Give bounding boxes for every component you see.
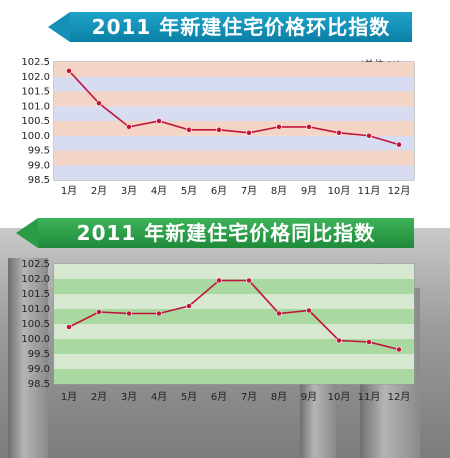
y-tick-label-top: 102.0 bbox=[21, 72, 50, 83]
x-tick-label-top: 10月 bbox=[328, 185, 351, 197]
data-point-top bbox=[66, 67, 72, 74]
y-tick-label-bottom: 102.5 bbox=[21, 259, 50, 270]
data-point-bottom bbox=[396, 346, 402, 353]
plot-band-top bbox=[54, 91, 414, 107]
plot-band-top bbox=[54, 150, 414, 166]
data-point-top bbox=[156, 118, 162, 124]
data-point-top bbox=[336, 129, 342, 136]
x-tick-label-top: 3月 bbox=[121, 185, 137, 197]
x-tick-label-bottom: 12月 bbox=[388, 391, 411, 403]
data-point-top bbox=[276, 124, 282, 130]
x-tick-label-bottom: 7月 bbox=[241, 391, 257, 403]
y-tick-label-top: 101.0 bbox=[21, 101, 50, 112]
y-tick-label-top: 101.5 bbox=[21, 87, 50, 98]
title-arrow-bottom bbox=[16, 218, 38, 248]
data-point-bottom bbox=[66, 324, 72, 330]
x-tick-label-bottom: 3月 bbox=[121, 391, 137, 403]
x-tick-label-top: 6月 bbox=[211, 185, 227, 197]
y-tick-label-top: 99.0 bbox=[28, 160, 50, 171]
data-point-bottom bbox=[96, 309, 102, 315]
x-tick-label-bottom: 6月 bbox=[211, 391, 227, 403]
y-tick-label-bottom: 99.0 bbox=[28, 364, 50, 375]
data-point-bottom bbox=[156, 310, 162, 317]
x-tick-label-top: 4月 bbox=[151, 185, 167, 197]
plot-band-bottom bbox=[54, 309, 414, 324]
data-point-bottom bbox=[366, 339, 372, 345]
data-point-top bbox=[126, 124, 132, 130]
data-point-top bbox=[246, 129, 252, 136]
y-tick-label-bottom: 100.5 bbox=[21, 319, 50, 330]
data-point-bottom bbox=[246, 277, 252, 284]
data-point-top bbox=[306, 124, 312, 130]
data-point-top bbox=[216, 126, 222, 133]
plot-band-bottom bbox=[54, 339, 414, 354]
y-tick-label-top: 100.5 bbox=[21, 116, 50, 127]
data-point-top bbox=[96, 100, 102, 107]
data-point-top bbox=[366, 132, 372, 139]
series-line-bottom bbox=[68, 279, 400, 351]
y-tick-label-bottom: 101.0 bbox=[21, 304, 50, 315]
y-tick-label-bottom: 99.5 bbox=[28, 349, 50, 360]
x-tick-label-bottom: 4月 bbox=[151, 391, 167, 403]
x-tick-label-top: 2月 bbox=[91, 185, 107, 197]
plot-band-bottom bbox=[54, 264, 414, 279]
y-tick-label-bottom: 98.5 bbox=[28, 379, 50, 390]
x-tick-label-top: 1月 bbox=[61, 185, 77, 197]
data-point-bottom bbox=[126, 310, 132, 317]
y-tick-label-top: 100.0 bbox=[21, 131, 50, 142]
data-point-bottom bbox=[216, 277, 222, 284]
y-tick-label-bottom: 102.0 bbox=[21, 274, 50, 285]
plot-band-top bbox=[54, 76, 414, 92]
data-point-top bbox=[186, 126, 192, 133]
x-tick-label-top: 5月 bbox=[181, 185, 197, 197]
x-tick-label-top: 7月 bbox=[241, 185, 257, 197]
y-tick-label-bottom: 100.0 bbox=[21, 334, 50, 345]
x-tick-label-bottom: 10月 bbox=[328, 391, 351, 403]
y-tick-label-bottom: 101.5 bbox=[21, 289, 50, 300]
plot-band-bottom bbox=[54, 324, 414, 339]
plot-band-top bbox=[54, 121, 414, 136]
x-tick-label-bottom: 9月 bbox=[301, 391, 317, 403]
x-tick-label-top: 12月 bbox=[388, 185, 411, 197]
x-tick-label-bottom: 11月 bbox=[358, 391, 381, 403]
x-tick-label-top: 11月 bbox=[358, 185, 381, 197]
x-tick-label-bottom: 5月 bbox=[181, 391, 197, 403]
data-point-bottom bbox=[186, 303, 192, 309]
data-point-bottom bbox=[276, 310, 282, 317]
title-arrow-top bbox=[48, 12, 70, 42]
chart-title-top: 2011 年新建住宅价格环比指数 bbox=[70, 12, 412, 42]
plot-band-bottom bbox=[54, 294, 414, 309]
chart-title-bottom: 2011 年新建住宅价格同比指数 bbox=[38, 218, 414, 248]
y-tick-label-top: 98.5 bbox=[28, 175, 50, 186]
x-tick-label-bottom: 2月 bbox=[91, 391, 107, 403]
x-tick-label-bottom: 8月 bbox=[271, 391, 287, 403]
plot-band-bottom bbox=[54, 354, 414, 369]
data-point-bottom bbox=[336, 337, 342, 344]
plot-band-top bbox=[54, 135, 414, 151]
data-point-top bbox=[396, 141, 402, 148]
plot-band-bottom bbox=[54, 369, 414, 384]
data-point-bottom bbox=[306, 307, 312, 314]
plot-band-bottom bbox=[54, 279, 414, 294]
series-line-top bbox=[68, 70, 400, 146]
y-tick-label-top: 99.5 bbox=[28, 146, 50, 157]
y-tick-label-top: 102.5 bbox=[21, 57, 50, 68]
plot-band-top bbox=[54, 62, 414, 77]
x-tick-label-bottom: 1月 bbox=[61, 391, 77, 403]
plot-band-top bbox=[54, 165, 414, 180]
x-tick-label-top: 8月 bbox=[271, 185, 287, 197]
plot-band-top bbox=[54, 106, 414, 121]
x-tick-label-top: 9月 bbox=[301, 185, 317, 197]
